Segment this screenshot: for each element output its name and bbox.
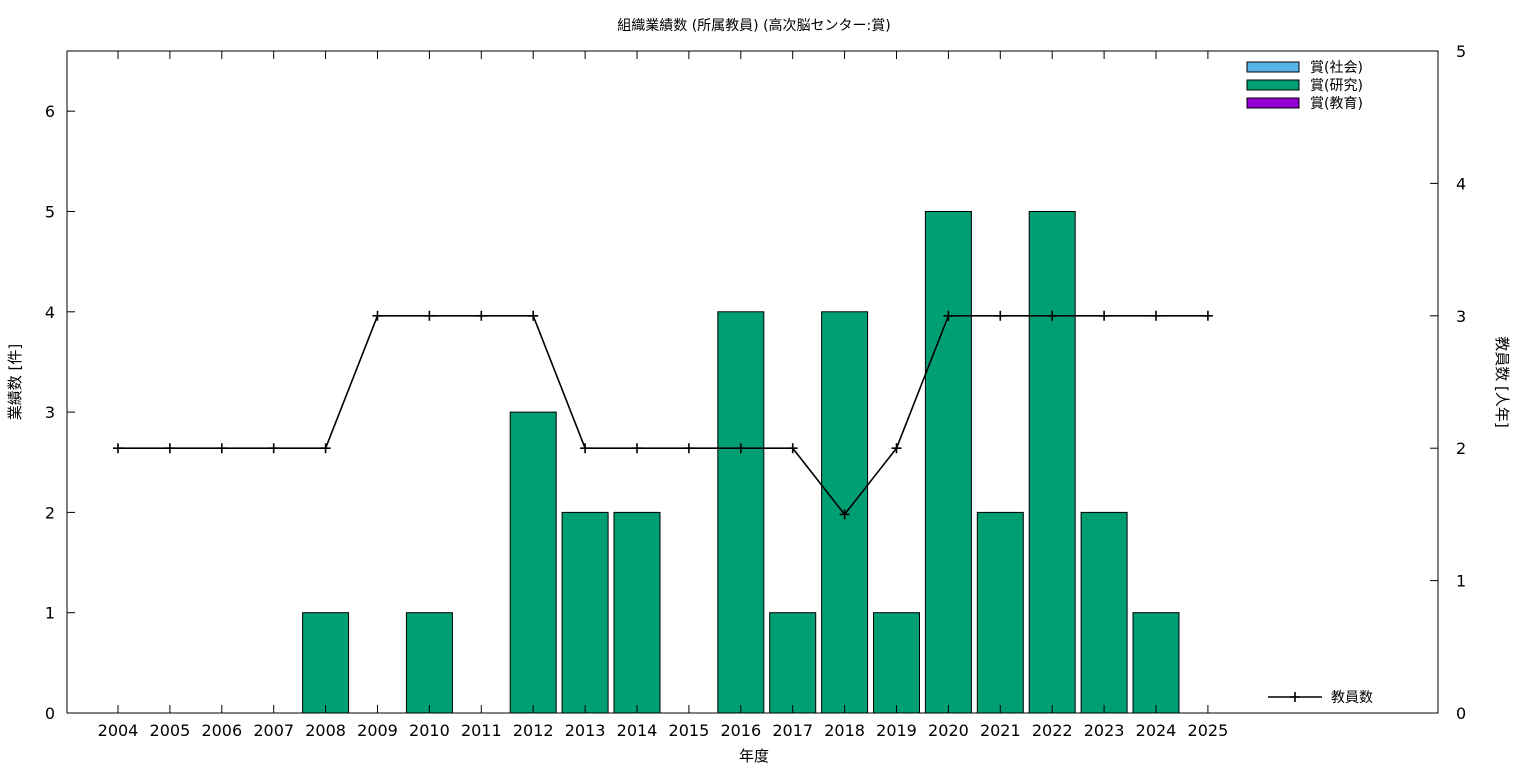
x-tick-label-2012: 2012 bbox=[513, 721, 554, 740]
legend: 賞(社会) 賞(研究) 賞(教育) 教員数 bbox=[1246, 60, 1373, 706]
plot-frame bbox=[66, 50, 1439, 714]
faculty-point-2020 bbox=[943, 310, 954, 321]
y-tick-label-5: 5 bbox=[45, 202, 55, 221]
x-tick-label-2009: 2009 bbox=[357, 721, 398, 740]
faculty-point-2006 bbox=[216, 443, 227, 454]
x-tick-label-2014: 2014 bbox=[617, 721, 658, 740]
y2-tick-label-4: 4 bbox=[1456, 174, 1466, 193]
x-tick-label-2023: 2023 bbox=[1084, 721, 1125, 740]
faculty-point-2011 bbox=[476, 310, 487, 321]
x-tick-label-2016: 2016 bbox=[720, 721, 761, 740]
bar-2013-series-1 bbox=[561, 511, 609, 714]
x-tick-label-2004: 2004 bbox=[98, 721, 139, 740]
bar-2014-series-1 bbox=[613, 511, 661, 714]
x-tick-label-2013: 2013 bbox=[565, 721, 606, 740]
faculty-point-2025 bbox=[1202, 310, 1213, 321]
faculty-point-2018 bbox=[839, 509, 850, 520]
bar-2022-series-1 bbox=[1028, 210, 1076, 714]
axes-layer: 0 1 2 3 4 5 6 0 1 2 3 4 5 2004 2005 2006 2007 2008 2009 201… bbox=[45, 42, 1466, 740]
bars-layer bbox=[302, 210, 1180, 714]
x-tick-label-2010: 2010 bbox=[409, 721, 450, 740]
x-tick-label-2011: 2011 bbox=[461, 721, 502, 740]
chart-title: 組織業績数 (所属教員) (高次脳センター:賞) bbox=[617, 17, 890, 34]
x-tick-label-2024: 2024 bbox=[1136, 721, 1177, 740]
bar-2024-series-1 bbox=[1132, 612, 1180, 714]
legend-label-faculty: 教員数 bbox=[1331, 690, 1373, 706]
faculty-line-layer bbox=[113, 310, 1213, 520]
faculty-count-line bbox=[118, 314, 1208, 516]
faculty-point-2023 bbox=[1099, 310, 1110, 321]
y2-tick-label-2: 2 bbox=[1456, 439, 1466, 458]
legend-swatch-2 bbox=[1246, 97, 1300, 109]
legend-label-2: 賞(教育) bbox=[1310, 96, 1363, 112]
faculty-point-2024 bbox=[1151, 310, 1161, 321]
y-tick-label-1: 1 bbox=[45, 604, 55, 623]
bar-2008-series-1 bbox=[302, 612, 350, 714]
legend-label-0: 賞(社会) bbox=[1310, 60, 1363, 76]
legend-label-1: 賞(研究) bbox=[1310, 78, 1363, 94]
x-tick-label-2006: 2006 bbox=[201, 721, 242, 740]
faculty-point-2010 bbox=[424, 310, 435, 321]
y2-axis-label: 教員数 [人年] bbox=[1493, 336, 1511, 427]
faculty-point-2012 bbox=[528, 310, 539, 321]
bar-2021-series-1 bbox=[976, 511, 1024, 714]
legend-marker-faculty bbox=[1290, 692, 1300, 702]
faculty-point-2015 bbox=[683, 443, 694, 454]
faculty-point-2016 bbox=[735, 443, 746, 454]
x-tick-label-2007: 2007 bbox=[253, 721, 294, 740]
x-tick-label-2021: 2021 bbox=[980, 721, 1021, 740]
bar-2023-series-1 bbox=[1080, 511, 1128, 714]
bar-2020-series-1 bbox=[924, 210, 972, 714]
faculty-point-2022 bbox=[1047, 310, 1058, 321]
x-tick-label-2020: 2020 bbox=[928, 721, 969, 740]
bar-2017-series-1 bbox=[769, 612, 817, 714]
bar-2012-series-1 bbox=[509, 411, 557, 714]
x-tick-label-2015: 2015 bbox=[669, 721, 710, 740]
bar-2016-series-1 bbox=[717, 311, 765, 714]
faculty-point-2009 bbox=[372, 310, 383, 321]
bar-2019-series-1 bbox=[873, 612, 920, 714]
faculty-point-2017 bbox=[787, 443, 798, 454]
y-tick-label-2: 2 bbox=[45, 503, 55, 522]
x-tick-label-2019: 2019 bbox=[876, 721, 917, 740]
faculty-point-2004 bbox=[113, 443, 123, 454]
faculty-point-2021 bbox=[995, 310, 1006, 321]
x-tick-label-2025: 2025 bbox=[1188, 721, 1229, 740]
x-tick-label-2017: 2017 bbox=[772, 721, 813, 740]
legend-swatch-0 bbox=[1246, 61, 1300, 73]
y-tick-label-3: 3 bbox=[45, 403, 55, 422]
bar-2010-series-1 bbox=[405, 612, 453, 714]
y2-tick-label-5: 5 bbox=[1456, 42, 1466, 61]
faculty-point-2014 bbox=[632, 443, 642, 454]
faculty-point-2013 bbox=[580, 443, 591, 454]
y-tick-label-6: 6 bbox=[45, 102, 55, 121]
legend-swatch-1 bbox=[1246, 79, 1300, 91]
faculty-point-2007 bbox=[268, 443, 279, 454]
y2-tick-label-1: 1 bbox=[1456, 572, 1466, 591]
y2-tick-label-0: 0 bbox=[1456, 704, 1466, 723]
y-tick-label-4: 4 bbox=[45, 303, 55, 322]
x-axis-label: 年度 bbox=[739, 747, 769, 765]
y-tick-label-0: 0 bbox=[45, 704, 55, 723]
y2-tick-label-3: 3 bbox=[1456, 307, 1466, 326]
x-tick-label-2008: 2008 bbox=[305, 721, 346, 740]
faculty-point-2008 bbox=[320, 443, 331, 454]
y-axis-label: 業績数 [件] bbox=[6, 344, 24, 420]
x-tick-label-2018: 2018 bbox=[824, 721, 865, 740]
faculty-point-2019 bbox=[891, 443, 902, 454]
x-tick-label-2005: 2005 bbox=[150, 721, 191, 740]
faculty-point-2005 bbox=[164, 443, 175, 454]
x-tick-label-2022: 2022 bbox=[1032, 721, 1073, 740]
